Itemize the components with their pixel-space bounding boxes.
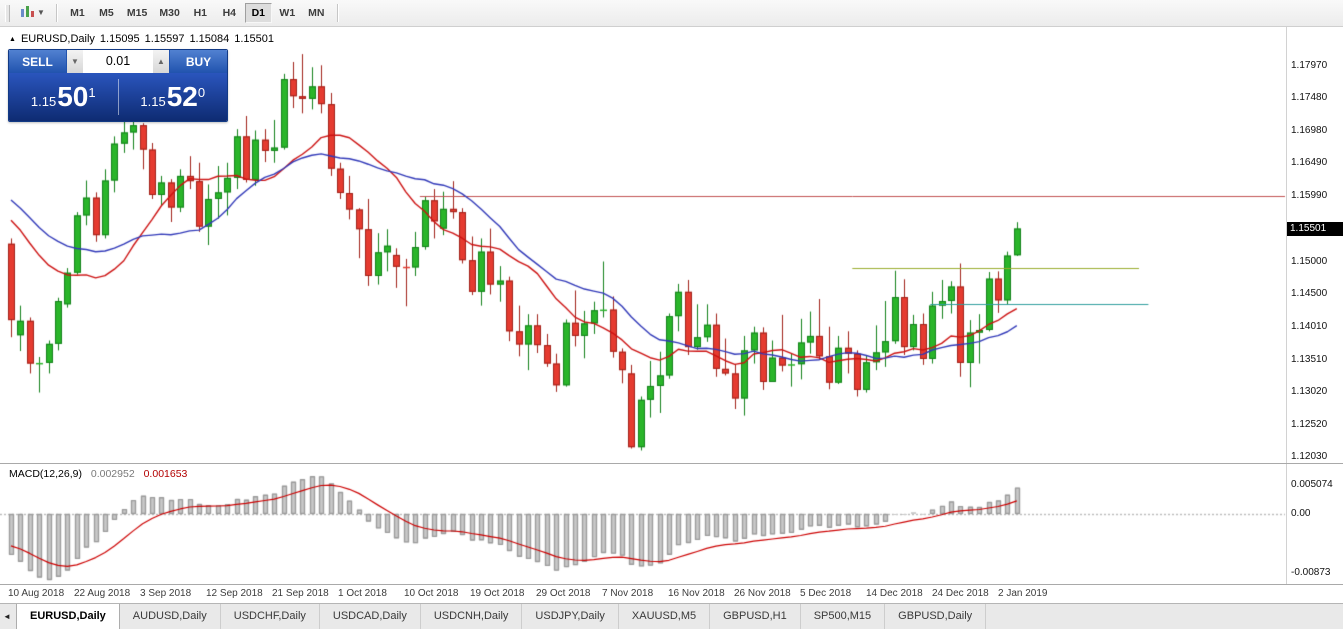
timeframe-button-h1[interactable]: H1 — [187, 3, 214, 23]
date-label: 24 Dec 2018 — [932, 588, 989, 599]
chart-tab-usdcnh-daily[interactable]: USDCNH,Daily — [421, 604, 523, 629]
chart-tab-sp500-m15[interactable]: SP500,M15 — [801, 604, 886, 629]
ohlc-close: 1.15501 — [234, 33, 274, 45]
date-label: 22 Aug 2018 — [74, 588, 131, 599]
buy-button[interactable]: BUY — [170, 50, 227, 73]
toolbar-drag-handle[interactable] — [5, 4, 10, 22]
panel-divider[interactable] — [0, 584, 1343, 585]
timeframe-button-m5[interactable]: M5 — [93, 3, 120, 23]
date-label: 2 Jan 2019 — [998, 588, 1048, 599]
timeframes-toolbar: ▼ M1 M5 M15 M30 H1 H4 D1 W1 MN — [0, 0, 1343, 27]
macd-axis-label: 0.00 — [1291, 508, 1311, 519]
timeframe-buttons: M1 M5 M15 M30 H1 H4 D1 W1 MN — [63, 3, 331, 23]
price-axis-label: 1.13510 — [1291, 353, 1328, 365]
price-axis-label: 1.13020 — [1291, 385, 1328, 397]
volume-increase-button[interactable]: ▲ — [153, 50, 169, 73]
volume-decrease-button[interactable]: ▼ — [67, 50, 83, 73]
volume-control: ▼ 0.01 ▲ — [66, 50, 170, 73]
macd-signal-value: 0.001653 — [143, 468, 188, 480]
price-axis-label: 1.14500 — [1291, 288, 1328, 300]
date-label: 16 Nov 2018 — [668, 588, 725, 599]
date-label: 10 Aug 2018 — [8, 588, 65, 599]
ohlc-high: 1.15597 — [144, 33, 185, 45]
price-axis-label: 1.15000 — [1291, 255, 1328, 267]
date-label: 12 Sep 2018 — [206, 588, 263, 599]
price-axis-border — [1286, 27, 1287, 585]
time-axis[interactable]: 10 Aug 2018 22 Aug 2018 3 Sep 2018 12 Sep 2… — [0, 585, 1343, 603]
date-label: 21 Sep 2018 — [272, 588, 329, 599]
ohlc-low: 1.15084 — [189, 33, 230, 45]
toolbar-separator — [336, 4, 338, 22]
chart-tabs-bar: ◄ EURUSD,Daily AUDUSD,Daily USDCHF,Daily US… — [0, 603, 1343, 629]
chart-tab-gbpusd-daily[interactable]: GBPUSD,Daily — [885, 604, 987, 629]
chart-tab-usdchf-daily[interactable]: USDCHF,Daily — [221, 604, 320, 629]
macd-axis-label: -0.00873 — [1291, 567, 1331, 578]
ohlc-open: 1.15095 — [99, 33, 140, 45]
sell-button[interactable]: SELL — [9, 50, 66, 73]
price-axis-label: 1.12030 — [1291, 451, 1328, 463]
price-divider — [117, 79, 119, 115]
price-axis-label: 1.14010 — [1291, 320, 1328, 332]
chart-tab-xauusd-m5[interactable]: XAUUSD,M5 — [619, 604, 711, 629]
chart-tab-eurusd-daily[interactable]: EURUSD,Daily — [16, 604, 120, 629]
date-label: 10 Oct 2018 — [404, 588, 459, 599]
price-axis-label: 1.16490 — [1291, 157, 1328, 169]
chart-tab-usdjpy-daily[interactable]: USDJPY,Daily — [522, 604, 619, 629]
symbol-name: EURUSD,Daily — [20, 33, 95, 45]
date-label: 26 Nov 2018 — [734, 588, 791, 599]
date-label: 1 Oct 2018 — [338, 588, 387, 599]
chevron-down-icon: ▼ — [37, 8, 45, 17]
timeframe-button-d1[interactable]: D1 — [244, 3, 272, 23]
price-axis-label: 1.17480 — [1291, 92, 1328, 104]
macd-name: MACD(12,26,9) — [9, 468, 82, 480]
one-click-trading-panel: SELL ▼ 0.01 ▲ BUY 1.15501 1.15520 — [8, 49, 228, 122]
timeframe-button-m1[interactable]: M1 — [64, 3, 91, 23]
buy-price[interactable]: 1.15520 — [140, 81, 206, 112]
chart-area: 1.17970 1.17480 1.16980 1.16490 1.15990 1.150… — [0, 27, 1343, 585]
chart-tab-gbpusd-h1[interactable]: GBPUSD,H1 — [710, 604, 801, 629]
price-axis-label: 1.15990 — [1291, 190, 1328, 202]
price-axis-label: 1.17970 — [1291, 59, 1328, 71]
date-label: 3 Sep 2018 — [140, 588, 192, 599]
sell-price[interactable]: 1.15501 — [30, 81, 96, 112]
chart-icon — [20, 5, 35, 21]
chart-tab-usdcad-daily[interactable]: USDCAD,Daily — [320, 604, 421, 629]
macd-axis-label: 0.005074 — [1291, 479, 1333, 490]
timeframe-button-w1[interactable]: W1 — [274, 3, 301, 23]
symbol-ohlc-label: ▲ EURUSD,Daily 1.15095 1.15597 1.15084 1.1550… — [9, 33, 279, 45]
date-label: 19 Oct 2018 — [470, 588, 525, 599]
price-axis-label: 1.12520 — [1291, 418, 1328, 430]
date-label: 29 Oct 2018 — [536, 588, 591, 599]
timeframe-button-mn[interactable]: MN — [303, 3, 330, 23]
volume-input[interactable]: 0.01 — [83, 50, 153, 73]
price-axis-label: 1.16980 — [1291, 125, 1328, 137]
timeframe-button-m30[interactable]: M30 — [154, 3, 184, 23]
macd-value: 0.002952 — [90, 468, 135, 480]
toolbar-separator — [55, 4, 57, 22]
timeframe-button-m15[interactable]: M15 — [122, 3, 152, 23]
trade-panel-collapse-icon[interactable]: ▲ — [9, 36, 16, 43]
chart-period-dropdown-button[interactable]: ▼ — [15, 3, 50, 24]
date-label: 5 Dec 2018 — [800, 588, 852, 599]
current-price-marker: 1.15501 — [1287, 221, 1343, 236]
timeframe-button-h4[interactable]: H4 — [216, 3, 243, 23]
chart-tab-audusd-daily[interactable]: AUDUSD,Daily — [120, 604, 221, 629]
panel-divider[interactable] — [0, 463, 1343, 464]
date-label: 14 Dec 2018 — [866, 588, 923, 599]
macd-indicator-label: MACD(12,26,9) 0.002952 0.001653 — [9, 468, 187, 480]
date-label: 7 Nov 2018 — [602, 588, 654, 599]
tab-scroll-left-icon[interactable]: ◄ — [3, 612, 11, 621]
